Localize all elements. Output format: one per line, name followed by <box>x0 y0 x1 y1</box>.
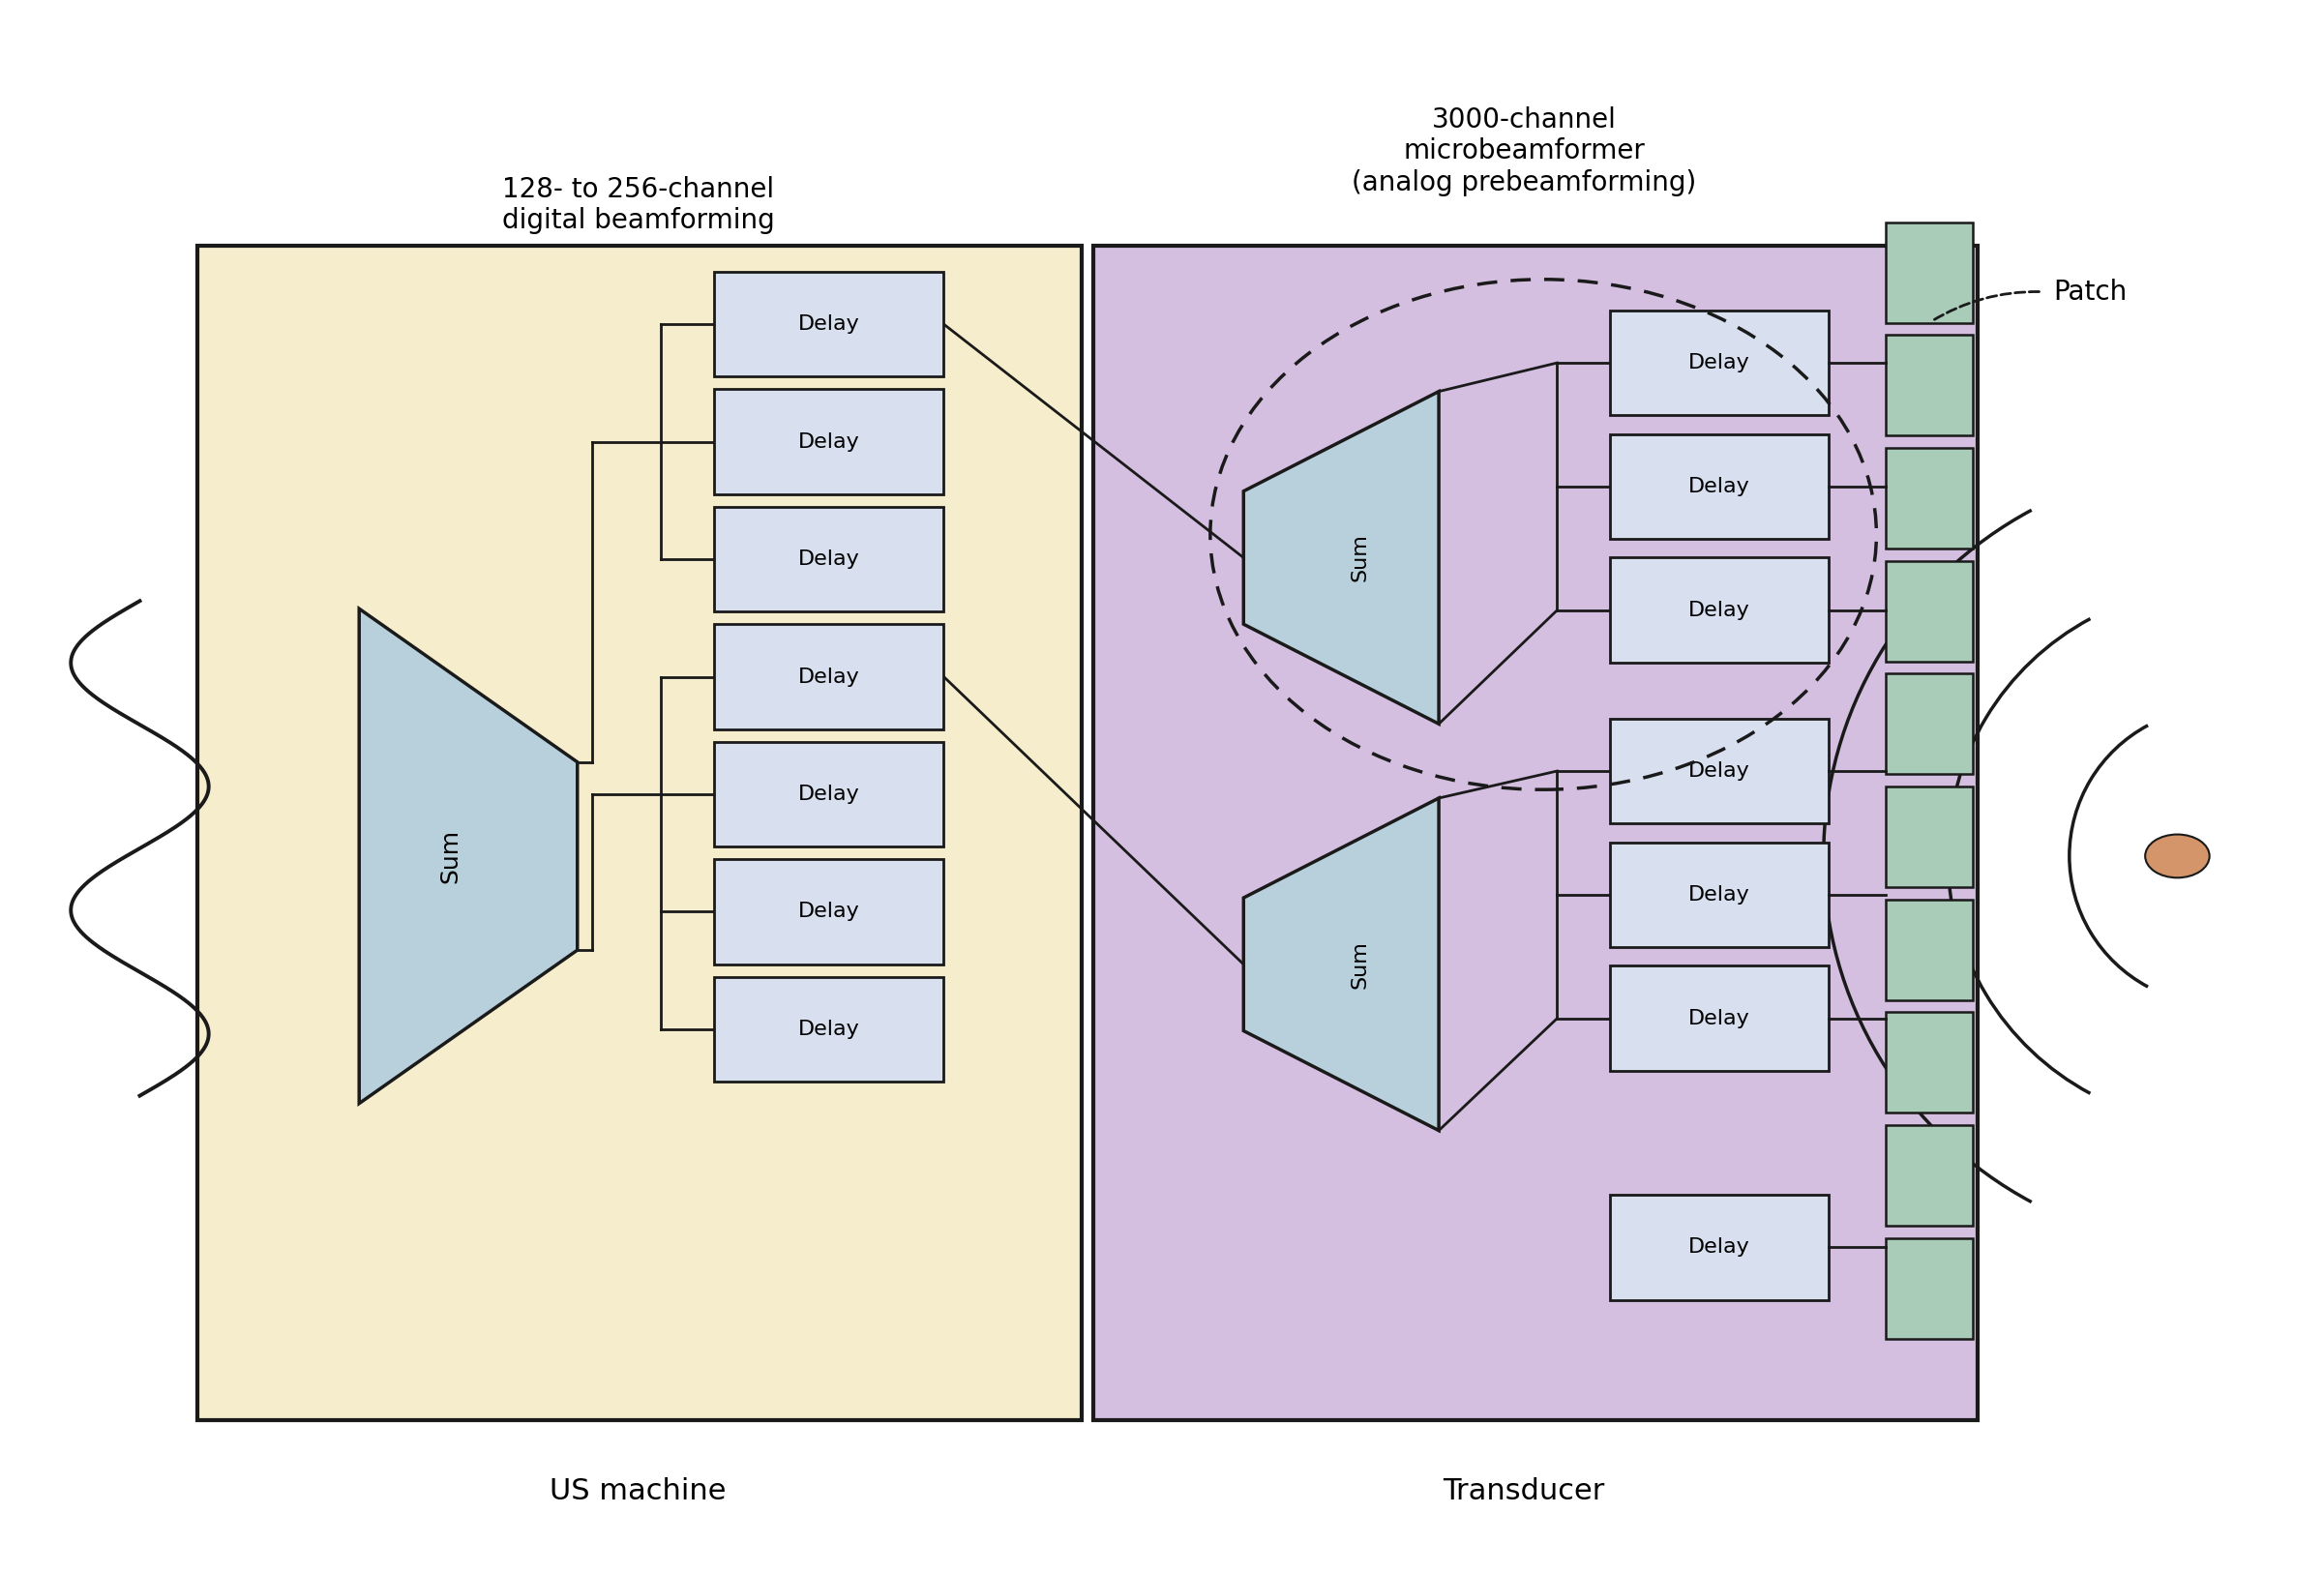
FancyBboxPatch shape <box>1092 245 1978 1420</box>
Text: Delay: Delay <box>797 785 860 804</box>
FancyBboxPatch shape <box>1611 1194 1829 1299</box>
FancyBboxPatch shape <box>1611 842 1829 947</box>
Text: Delay: Delay <box>1687 761 1750 780</box>
Polygon shape <box>1243 798 1439 1131</box>
FancyBboxPatch shape <box>1885 222 1973 322</box>
FancyBboxPatch shape <box>1885 1013 1973 1112</box>
Text: Sum: Sum <box>439 829 462 882</box>
FancyBboxPatch shape <box>713 389 944 494</box>
Text: 128- to 256-channel
digital beamforming: 128- to 256-channel digital beamforming <box>502 176 774 234</box>
FancyBboxPatch shape <box>713 977 944 1082</box>
Text: Sum: Sum <box>1350 941 1369 988</box>
Text: Transducer: Transducer <box>1443 1477 1606 1505</box>
Text: Sum: Sum <box>1350 533 1369 582</box>
FancyBboxPatch shape <box>1885 1238 1973 1339</box>
Text: 3000-channel
microbeamformer
(analog prebeamforming): 3000-channel microbeamformer (analog pre… <box>1353 107 1697 197</box>
FancyBboxPatch shape <box>713 741 944 846</box>
Text: US machine: US machine <box>551 1477 727 1505</box>
FancyBboxPatch shape <box>713 624 944 730</box>
FancyBboxPatch shape <box>1885 900 1973 1000</box>
Text: Delay: Delay <box>1687 1008 1750 1029</box>
FancyBboxPatch shape <box>1885 560 1973 661</box>
FancyBboxPatch shape <box>1885 335 1973 436</box>
FancyBboxPatch shape <box>1611 310 1829 415</box>
Text: Delay: Delay <box>797 315 860 333</box>
FancyBboxPatch shape <box>713 507 944 612</box>
Polygon shape <box>360 609 576 1103</box>
Text: Delay: Delay <box>797 549 860 569</box>
FancyBboxPatch shape <box>1885 448 1973 549</box>
FancyBboxPatch shape <box>198 245 1081 1420</box>
Polygon shape <box>1243 392 1439 724</box>
FancyBboxPatch shape <box>1885 673 1973 774</box>
Text: Delay: Delay <box>1687 354 1750 373</box>
FancyBboxPatch shape <box>1885 786 1973 887</box>
FancyBboxPatch shape <box>1611 719 1829 824</box>
FancyBboxPatch shape <box>1611 966 1829 1071</box>
Text: Delay: Delay <box>797 1019 860 1038</box>
Text: Patch: Patch <box>2054 278 2126 305</box>
Text: Delay: Delay <box>1687 1238 1750 1257</box>
FancyBboxPatch shape <box>713 272 944 378</box>
Text: Delay: Delay <box>797 901 860 922</box>
Text: Delay: Delay <box>1687 477 1750 495</box>
Circle shape <box>2145 834 2210 878</box>
FancyBboxPatch shape <box>713 859 944 964</box>
Text: Delay: Delay <box>1687 886 1750 904</box>
Text: Delay: Delay <box>797 433 860 451</box>
Text: Delay: Delay <box>1687 601 1750 620</box>
FancyBboxPatch shape <box>1885 1125 1973 1225</box>
FancyBboxPatch shape <box>1611 558 1829 662</box>
Text: Delay: Delay <box>797 667 860 686</box>
FancyBboxPatch shape <box>1611 434 1829 540</box>
